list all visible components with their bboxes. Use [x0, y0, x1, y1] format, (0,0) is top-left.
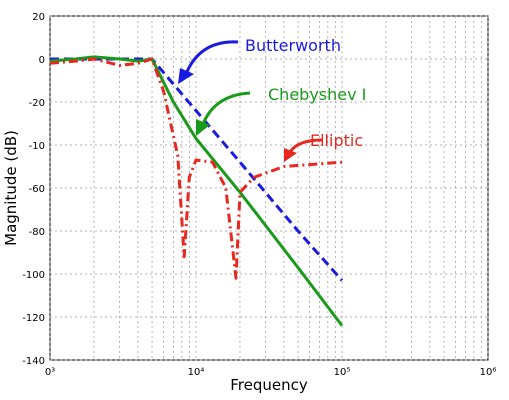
x-tick-label: 0³	[45, 367, 55, 378]
y-tick-label: -80	[29, 227, 45, 238]
series-label: Butterworth	[245, 36, 341, 55]
series-line	[49, 57, 343, 280]
y-tick-label: -10	[29, 141, 45, 152]
y-tick-label: -20	[29, 98, 45, 109]
lines	[49, 55, 344, 327]
y-tick-label: -120	[22, 313, 45, 324]
x-tick-label: 10⁶	[480, 367, 497, 378]
grid	[49, 15, 489, 361]
arrowhead	[178, 68, 194, 84]
series-label: Elliptic	[310, 131, 363, 150]
y-tick-label: -140	[22, 356, 45, 367]
y-tick-label: 0	[39, 55, 45, 66]
x-tick-label: 10⁴	[188, 367, 205, 378]
y-axis-label: Magnitude (dB)	[2, 130, 20, 246]
series-line	[50, 57, 344, 282]
y-tick-label: -100	[22, 270, 45, 281]
arrow	[184, 40, 239, 75]
y-tick-label: -60	[29, 184, 45, 195]
arrowhead	[196, 119, 210, 136]
arrow	[288, 138, 323, 153]
y-tick-label: 20	[32, 12, 45, 23]
arrow	[201, 91, 251, 125]
x-tick-label: 10⁵	[334, 367, 351, 378]
series-label: Chebyshev I	[268, 85, 366, 104]
x-axis-label: Frequency	[230, 376, 308, 394]
arrowhead	[284, 148, 297, 162]
